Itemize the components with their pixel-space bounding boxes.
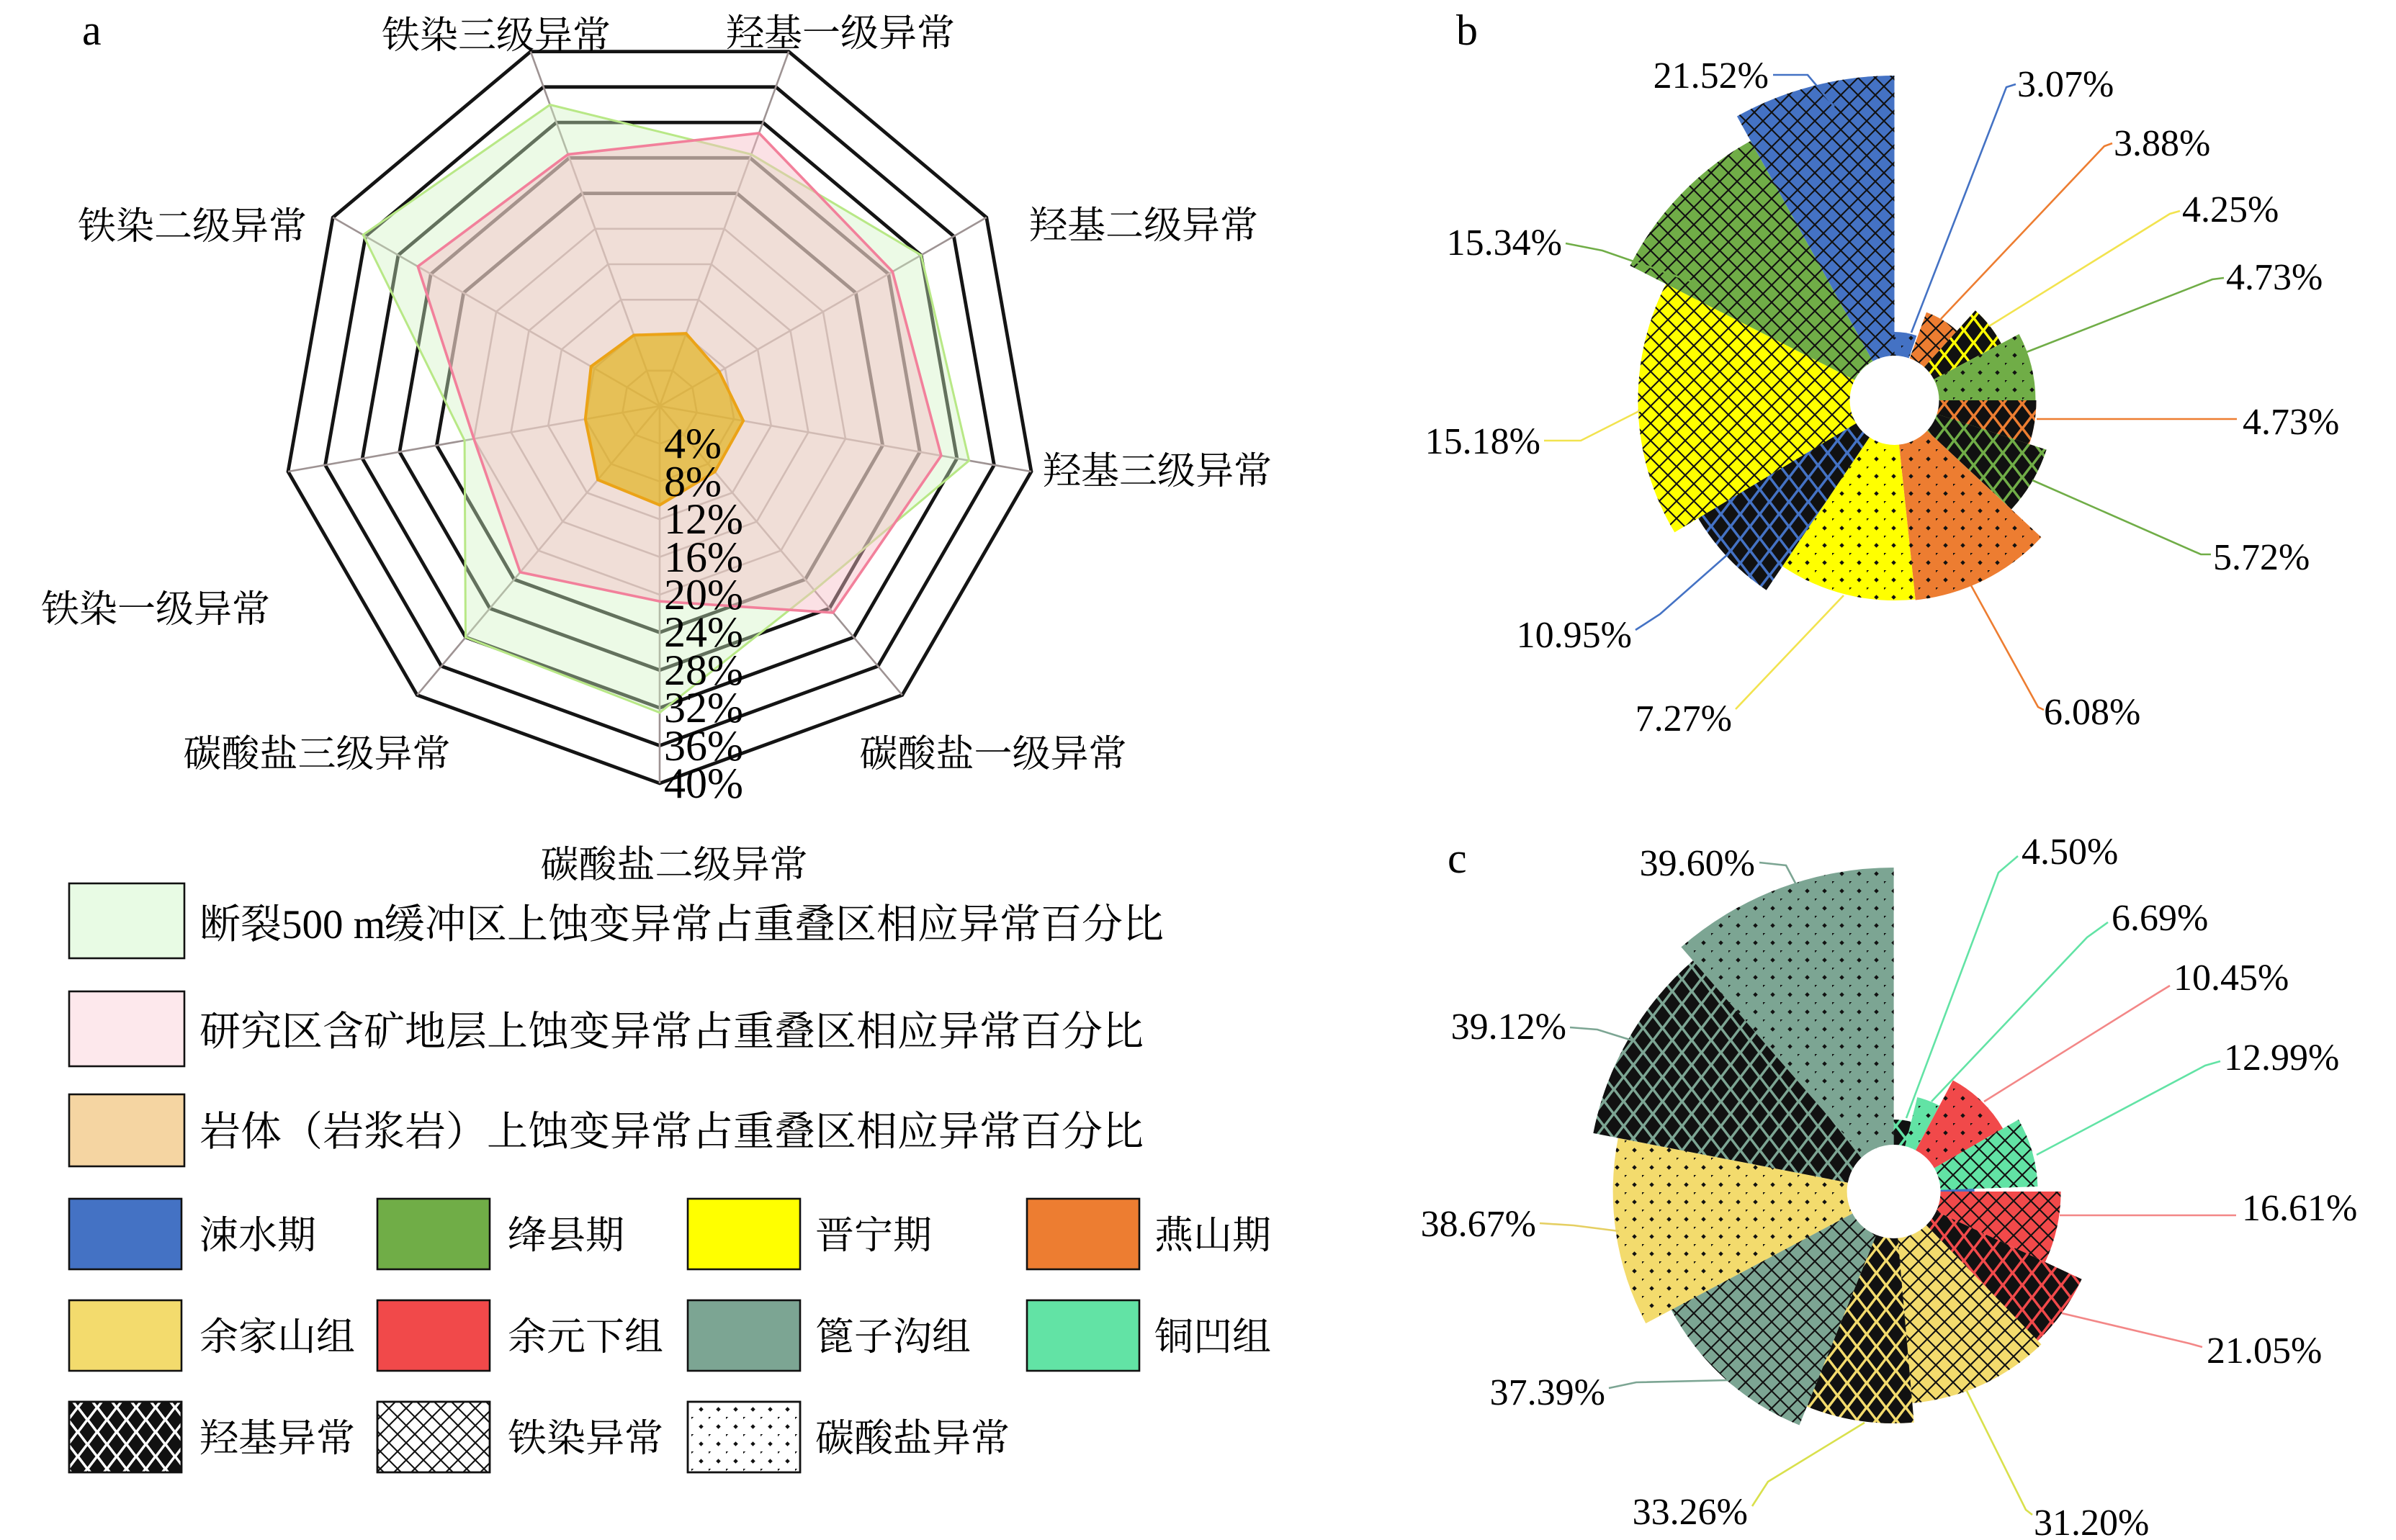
svg-text:21.52%: 21.52%: [1654, 55, 1769, 96]
svg-text:3.88%: 3.88%: [2114, 123, 2210, 164]
svg-text:4.73%: 4.73%: [2243, 402, 2339, 443]
svg-text:10.95%: 10.95%: [1517, 615, 1632, 656]
svg-text:a: a: [82, 6, 102, 54]
svg-text:28%: 28%: [664, 647, 743, 694]
svg-text:21.05%: 21.05%: [2207, 1330, 2322, 1372]
svg-text:6.08%: 6.08%: [2044, 692, 2140, 733]
svg-text:33.26%: 33.26%: [1633, 1492, 1748, 1533]
svg-text:12.99%: 12.99%: [2224, 1037, 2339, 1079]
svg-text:24%: 24%: [664, 608, 743, 656]
svg-text:12%: 12%: [664, 495, 743, 543]
svg-text:4.73%: 4.73%: [2226, 257, 2323, 298]
svg-text:32%: 32%: [664, 684, 743, 731]
svg-text:8%: 8%: [664, 458, 722, 505]
svg-text:15.34%: 15.34%: [1447, 222, 1562, 264]
svg-text:38.67%: 38.67%: [1421, 1204, 1536, 1245]
svg-text:4.50%: 4.50%: [2022, 832, 2118, 873]
svg-text:36%: 36%: [664, 722, 743, 770]
svg-text:31.20%: 31.20%: [2034, 1503, 2149, 1536]
svg-text:6.69%: 6.69%: [2112, 898, 2208, 939]
svg-text:15.18%: 15.18%: [1425, 421, 1540, 462]
svg-text:3.07%: 3.07%: [2017, 64, 2114, 105]
svg-text:16.61%: 16.61%: [2242, 1188, 2357, 1229]
svg-text:500 m: 500 m: [282, 902, 385, 947]
svg-text:c: c: [1448, 834, 1467, 882]
svg-text:39.60%: 39.60%: [1640, 843, 1755, 884]
svg-text:10.45%: 10.45%: [2173, 958, 2289, 999]
svg-text:39.12%: 39.12%: [1451, 1007, 1566, 1048]
svg-text:16%: 16%: [664, 533, 743, 581]
svg-text:4%: 4%: [664, 420, 722, 467]
svg-text:5.72%: 5.72%: [2213, 537, 2310, 578]
svg-text:7.27%: 7.27%: [1636, 698, 1732, 739]
svg-text:4.25%: 4.25%: [2182, 189, 2279, 230]
svg-text:20%: 20%: [664, 571, 743, 618]
svg-text:37.39%: 37.39%: [1490, 1372, 1605, 1413]
svg-text:b: b: [1456, 6, 1478, 54]
svg-text:40%: 40%: [664, 760, 743, 807]
